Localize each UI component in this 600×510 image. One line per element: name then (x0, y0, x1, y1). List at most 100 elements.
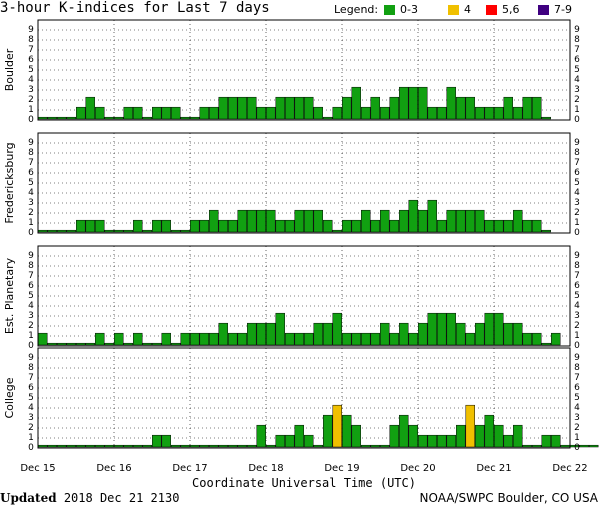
k-index-bar (190, 332, 200, 346)
k-index-bar (123, 444, 133, 448)
k-index-bar (237, 209, 247, 233)
y-tick-label-right: 9 (574, 25, 580, 35)
y-tick-label-right: 1 (574, 218, 580, 228)
y-tick-label-left: 3 (28, 311, 34, 321)
k-index-bar (513, 322, 523, 346)
k-index-bar (399, 209, 409, 233)
k-index-bar (199, 219, 209, 233)
k-index-bar (76, 106, 86, 120)
y-tick-label-right: 3 (574, 413, 580, 423)
y-tick-label-right: 6 (574, 383, 580, 393)
x-tick-label: Dec 17 (172, 463, 207, 474)
k-index-bar (294, 96, 304, 120)
k-index-bar (142, 444, 152, 448)
k-index-bar (332, 404, 342, 448)
k-index-bar (133, 444, 143, 448)
k-index-bar (142, 342, 152, 346)
k-index-bar (494, 312, 504, 346)
y-tick-label-left: 4 (28, 403, 34, 413)
k-index-bar (171, 106, 181, 120)
k-index-bar (209, 209, 219, 233)
k-index-bar (475, 106, 485, 120)
legend-swatch-7-9 (538, 5, 549, 15)
k-index-bar (171, 229, 181, 233)
y-tick-label-left: 7 (28, 373, 34, 383)
k-index-bar (171, 342, 181, 346)
y-tick-label-left: 6 (28, 55, 34, 65)
k-index-bar (85, 96, 95, 120)
k-index-bar (380, 444, 390, 448)
k-index-bar (199, 106, 209, 120)
k-index-bar (66, 444, 76, 448)
y-tick-label-left: 8 (28, 148, 34, 158)
k-index-bar (285, 219, 295, 233)
k-index-bar (275, 434, 285, 448)
y-tick-label-right: 8 (574, 363, 580, 373)
k-index-bar (370, 332, 380, 346)
k-index-bar (399, 86, 409, 120)
y-tick-label-right: 5 (574, 291, 580, 301)
k-index-bar (351, 219, 361, 233)
y-tick-label-right: 9 (574, 353, 580, 363)
k-index-bar (408, 199, 418, 233)
y-tick-label-right: 7 (574, 45, 580, 55)
y-tick-label-left: 0 (28, 443, 34, 453)
k-index-bar (484, 219, 494, 233)
k-index-bar (142, 116, 152, 120)
k-index-bar (465, 209, 475, 233)
y-tick-label-left: 3 (28, 85, 34, 95)
x-tick-label: Dec 16 (96, 463, 131, 474)
k-index-bar (541, 342, 551, 346)
y-tick-label-right: 0 (574, 228, 580, 238)
y-tick-label-left: 2 (28, 208, 34, 218)
y-tick-label-left: 3 (28, 198, 34, 208)
k-index-bar (190, 116, 200, 120)
k-index-bar (294, 424, 304, 448)
y-tick-label-left: 1 (28, 218, 34, 228)
k-index-bar (161, 219, 171, 233)
y-tick-label-right: 3 (574, 198, 580, 208)
y-tick-label-right: 8 (574, 35, 580, 45)
k-index-bar (95, 332, 105, 346)
k-index-bar (247, 444, 257, 448)
k-index-bar (209, 106, 219, 120)
y-tick-label-left: 5 (28, 291, 34, 301)
k-index-bar (522, 332, 532, 346)
x-axis-label: Coordinate Universal Time (UTC) (192, 476, 416, 490)
k-index-bar (427, 312, 437, 346)
y-tick-label-right: 4 (574, 403, 580, 413)
y-tick-label-right: 0 (574, 443, 580, 453)
k-index-bar (304, 434, 314, 448)
k-index-bar (218, 444, 228, 448)
k-index-bar (342, 96, 352, 120)
y-tick-label-right: 5 (574, 65, 580, 75)
y-tick-label-left: 6 (28, 281, 34, 291)
y-tick-label-left: 9 (28, 138, 34, 148)
y-tick-label-left: 9 (28, 353, 34, 363)
k-index-bar (85, 444, 95, 448)
k-index-bar (76, 342, 86, 346)
y-tick-label-left: 8 (28, 261, 34, 271)
k-index-bar (361, 106, 371, 120)
y-tick-label-left: 7 (28, 271, 34, 281)
panel-frame (37, 132, 571, 234)
y-tick-label-right: 4 (574, 301, 580, 311)
y-tick-label-left: 4 (28, 188, 34, 198)
k-index-bar (228, 332, 238, 346)
y-tick-label-left: 0 (28, 115, 34, 125)
k-index-bar (560, 444, 570, 448)
k-index-bar (579, 444, 589, 448)
k-index-bar (418, 322, 428, 346)
k-index-bar (437, 106, 447, 120)
k-index-bar (228, 96, 238, 120)
k-index-bar (47, 342, 57, 346)
k-index-bar (551, 332, 561, 346)
k-index-bar (380, 106, 390, 120)
k-index-bar (209, 444, 219, 448)
k-index-bar (427, 106, 437, 120)
panel-station-label: Est. Planetary (3, 257, 16, 334)
y-tick-label-right: 2 (574, 208, 580, 218)
y-tick-label-right: 3 (574, 85, 580, 95)
k-index-bar (494, 424, 504, 448)
k-index-bar (370, 444, 380, 448)
